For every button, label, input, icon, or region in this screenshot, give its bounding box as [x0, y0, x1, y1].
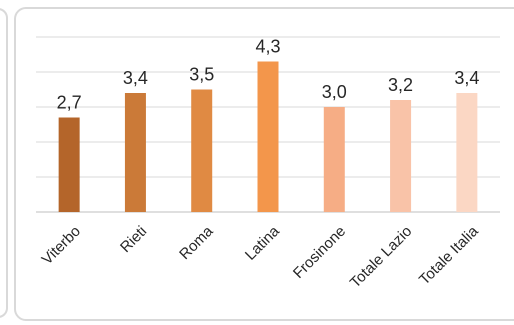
data-label: 3,0: [322, 82, 347, 102]
x-tick-label: Totale Lazio: [347, 223, 416, 292]
x-tick-label: Totale Italia: [416, 222, 482, 288]
data-label: 3,4: [454, 68, 479, 88]
data-label: 4,3: [255, 37, 280, 57]
x-tick-label: Rieti: [117, 223, 150, 256]
x-tick-label: Roma: [176, 222, 217, 263]
bars: [58, 61, 478, 212]
bar: [323, 107, 345, 212]
bar: [390, 100, 412, 212]
data-label: 2,7: [57, 93, 82, 113]
bar: [124, 93, 146, 212]
bar: [257, 61, 279, 212]
data-label: 3,2: [388, 75, 413, 95]
bar: [58, 117, 80, 212]
bar: [191, 89, 213, 212]
bar: [456, 93, 478, 212]
x-tick-label: Viterbo: [39, 223, 84, 268]
x-tick-label: Frosinone: [290, 223, 349, 282]
data-label: 3,4: [123, 68, 148, 88]
x-tick-label: Latina: [242, 222, 283, 263]
value-labels: 2,7 3,4 3,5 4,3 3,0 3,2 3,4: [57, 37, 480, 113]
data-label: 3,5: [189, 65, 214, 85]
